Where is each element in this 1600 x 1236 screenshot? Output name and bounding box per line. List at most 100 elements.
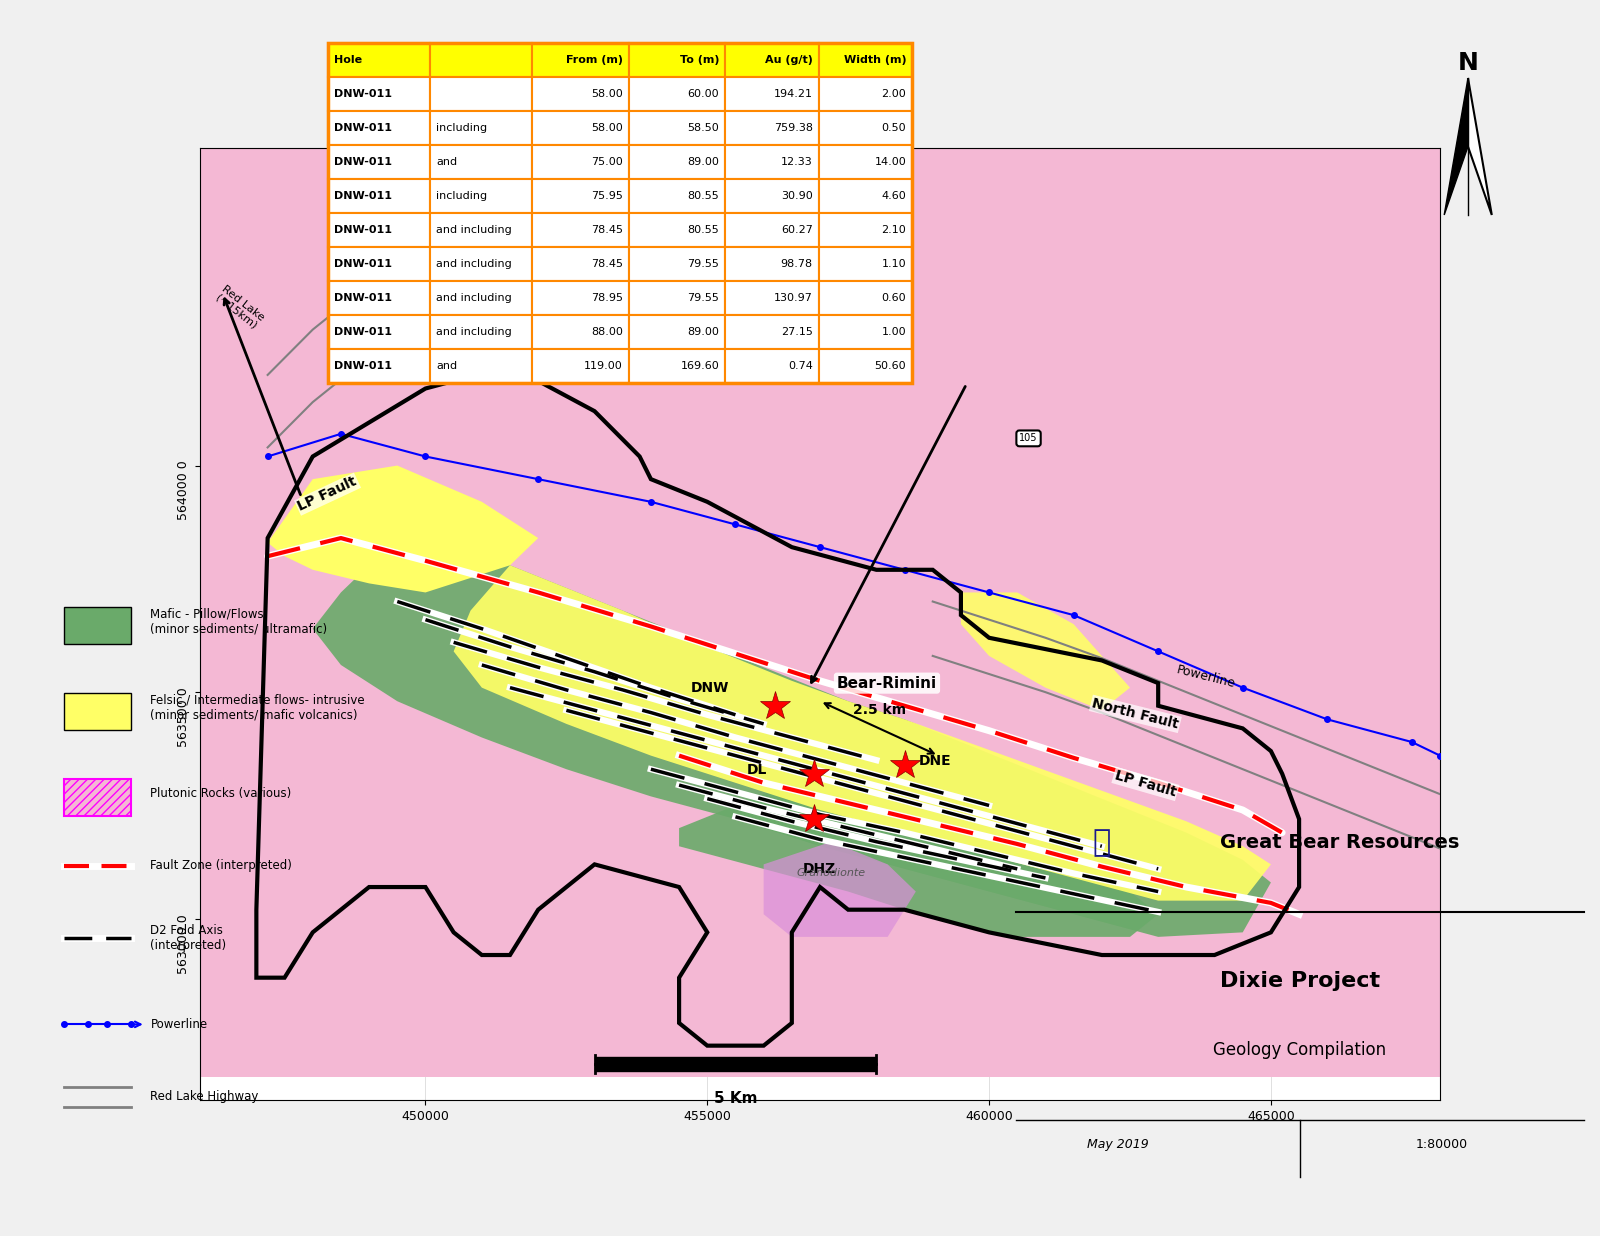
FancyBboxPatch shape: [819, 111, 912, 145]
FancyBboxPatch shape: [430, 179, 533, 213]
Text: 75.95: 75.95: [590, 192, 622, 201]
Text: 50.60: 50.60: [875, 361, 906, 371]
FancyBboxPatch shape: [629, 247, 725, 282]
Text: 58.00: 58.00: [590, 89, 622, 99]
Text: Width (m): Width (m): [843, 56, 906, 66]
FancyBboxPatch shape: [725, 315, 819, 349]
Text: 12.33: 12.33: [781, 157, 813, 167]
Text: 79.55: 79.55: [688, 260, 720, 269]
FancyBboxPatch shape: [819, 145, 912, 179]
Text: 1.00: 1.00: [882, 328, 906, 337]
Text: N: N: [1458, 51, 1478, 74]
Polygon shape: [267, 466, 538, 592]
Text: 1:80000: 1:80000: [1416, 1138, 1469, 1151]
FancyBboxPatch shape: [533, 213, 629, 247]
Text: DHZ: DHZ: [803, 863, 837, 876]
Text: 78.95: 78.95: [590, 293, 622, 303]
Text: 88.00: 88.00: [590, 328, 622, 337]
Text: and including: and including: [437, 293, 512, 303]
FancyBboxPatch shape: [819, 213, 912, 247]
Text: and: and: [437, 361, 458, 371]
Text: and including: and including: [437, 225, 512, 235]
FancyBboxPatch shape: [725, 247, 819, 282]
Text: Red Lake
(~15km): Red Lake (~15km): [213, 283, 266, 331]
FancyBboxPatch shape: [533, 247, 629, 282]
Polygon shape: [1243, 942, 1384, 1037]
Polygon shape: [312, 548, 1270, 937]
Text: Great Bear Resources: Great Bear Resources: [1221, 833, 1459, 852]
Text: 1.10: 1.10: [882, 260, 906, 269]
Text: LP Fault: LP Fault: [296, 475, 358, 514]
Text: and: and: [437, 157, 458, 167]
Text: 60.27: 60.27: [781, 225, 813, 235]
Text: DNW-011: DNW-011: [334, 260, 392, 269]
Text: Granodionte: Granodionte: [797, 868, 866, 878]
Text: 2.5 km: 2.5 km: [853, 703, 906, 717]
FancyBboxPatch shape: [725, 77, 819, 111]
FancyBboxPatch shape: [430, 247, 533, 282]
FancyBboxPatch shape: [819, 349, 912, 383]
Polygon shape: [678, 782, 1158, 937]
FancyBboxPatch shape: [819, 247, 912, 282]
Text: and including: and including: [437, 328, 512, 337]
Text: and including: and including: [437, 260, 512, 269]
Text: 2.00: 2.00: [882, 89, 906, 99]
Text: 169.60: 169.60: [680, 361, 720, 371]
Polygon shape: [1445, 78, 1469, 215]
FancyBboxPatch shape: [328, 213, 430, 247]
Polygon shape: [1158, 556, 1328, 629]
FancyBboxPatch shape: [328, 247, 430, 282]
Text: Hole: Hole: [334, 56, 362, 66]
FancyBboxPatch shape: [533, 43, 629, 77]
Bar: [64, 607, 131, 644]
Text: 759.38: 759.38: [774, 124, 813, 133]
Text: 🐾: 🐾: [1093, 828, 1110, 857]
FancyBboxPatch shape: [725, 145, 819, 179]
Bar: [64, 779, 131, 817]
Text: May 2019: May 2019: [1088, 1138, 1149, 1151]
FancyBboxPatch shape: [725, 43, 819, 77]
Polygon shape: [1186, 692, 1270, 738]
FancyBboxPatch shape: [819, 315, 912, 349]
FancyBboxPatch shape: [328, 111, 430, 145]
Text: 0.74: 0.74: [787, 361, 813, 371]
FancyBboxPatch shape: [725, 179, 819, 213]
FancyBboxPatch shape: [328, 145, 430, 179]
Polygon shape: [763, 842, 915, 937]
FancyBboxPatch shape: [533, 111, 629, 145]
FancyBboxPatch shape: [819, 179, 912, 213]
FancyBboxPatch shape: [430, 77, 533, 111]
FancyBboxPatch shape: [819, 282, 912, 315]
Text: DNW-011: DNW-011: [334, 293, 392, 303]
Text: Powerline: Powerline: [1174, 664, 1237, 691]
Text: 89.00: 89.00: [688, 157, 720, 167]
Text: Fault Zone (interpreted): Fault Zone (interpreted): [150, 859, 293, 873]
Text: 98.78: 98.78: [781, 260, 813, 269]
FancyBboxPatch shape: [430, 43, 533, 77]
Polygon shape: [256, 833, 370, 923]
FancyBboxPatch shape: [328, 349, 430, 383]
FancyBboxPatch shape: [629, 315, 725, 349]
FancyBboxPatch shape: [725, 213, 819, 247]
Text: 79.55: 79.55: [688, 293, 720, 303]
Text: 80.55: 80.55: [688, 192, 720, 201]
Text: Geology Compilation: Geology Compilation: [1213, 1041, 1387, 1059]
Text: 75.00: 75.00: [590, 157, 622, 167]
FancyBboxPatch shape: [328, 43, 430, 77]
FancyBboxPatch shape: [629, 111, 725, 145]
Text: 60.00: 60.00: [688, 89, 720, 99]
Text: 0.60: 0.60: [882, 293, 906, 303]
FancyBboxPatch shape: [629, 349, 725, 383]
Polygon shape: [1214, 782, 1355, 878]
FancyBboxPatch shape: [629, 213, 725, 247]
FancyBboxPatch shape: [430, 315, 533, 349]
Text: 130.97: 130.97: [774, 293, 813, 303]
FancyBboxPatch shape: [819, 77, 912, 111]
FancyBboxPatch shape: [725, 349, 819, 383]
Text: From (m): From (m): [566, 56, 622, 66]
FancyBboxPatch shape: [819, 43, 912, 77]
Polygon shape: [200, 946, 312, 1059]
Text: DL: DL: [747, 763, 766, 776]
Text: 78.45: 78.45: [590, 225, 622, 235]
Polygon shape: [454, 565, 1270, 901]
